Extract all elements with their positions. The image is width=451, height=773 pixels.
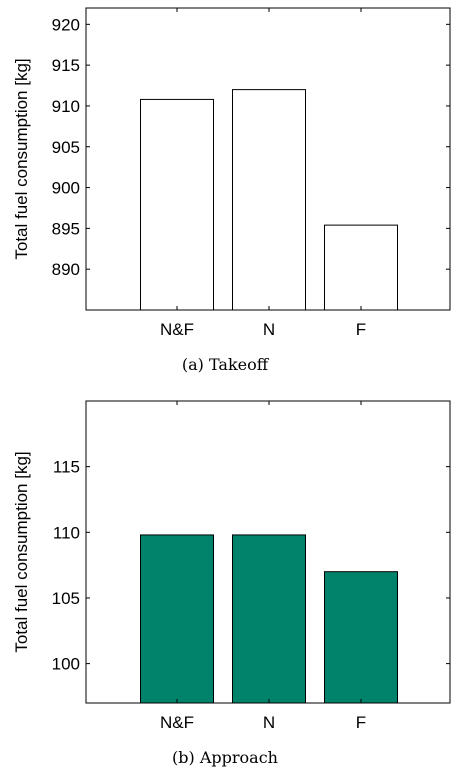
approach-y-axis-label: Total fuel consumption [kg] (12, 451, 31, 652)
approach-caption: (b) Approach (172, 748, 278, 767)
takeoff-bar (325, 225, 398, 310)
approach-y-tick-label: 110 (53, 523, 80, 542)
approach-y-tick-label: 105 (52, 589, 80, 608)
takeoff-caption: (a) Takeoff (182, 355, 270, 374)
takeoff-bar (233, 90, 306, 310)
takeoff-y-tick-label: 895 (52, 219, 80, 238)
approach-y-tick-label: 115 (53, 458, 80, 477)
approach-y-tick-label: 100 (52, 655, 80, 674)
takeoff-x-tick-label: N&F (160, 320, 194, 339)
takeoff-bar (141, 99, 214, 310)
takeoff-y-tick-label: 910 (52, 97, 80, 116)
takeoff-y-tick-label: 905 (52, 138, 80, 157)
approach-bar (325, 572, 398, 703)
takeoff-bars (141, 90, 398, 310)
approach-bar (141, 535, 214, 703)
takeoff-x-tick-label: F (356, 320, 366, 339)
approach-x-tick-label: N&F (160, 713, 194, 732)
takeoff-x-tick-label: N (263, 320, 275, 339)
approach-bars (141, 535, 398, 703)
takeoff-y-tick-label: 915 (52, 56, 80, 75)
takeoff-y-tick-label: 920 (52, 15, 80, 34)
approach-x-tick-label: F (356, 713, 366, 732)
takeoff-y-tick-label: 900 (52, 179, 80, 198)
takeoff-y-axis-label: Total fuel consumption [kg] (12, 58, 31, 259)
takeoff-y-tick-label: 890 (52, 260, 80, 279)
takeoff-panel: 890 895 900 905 910 915 920 N&F N F Total fuel c… (12, 8, 450, 374)
approach-bar (233, 535, 306, 703)
approach-x-tick-label: N (263, 713, 275, 732)
approach-panel: 100 105 110 115 N&F N F Total fuel consumptio… (12, 401, 450, 767)
